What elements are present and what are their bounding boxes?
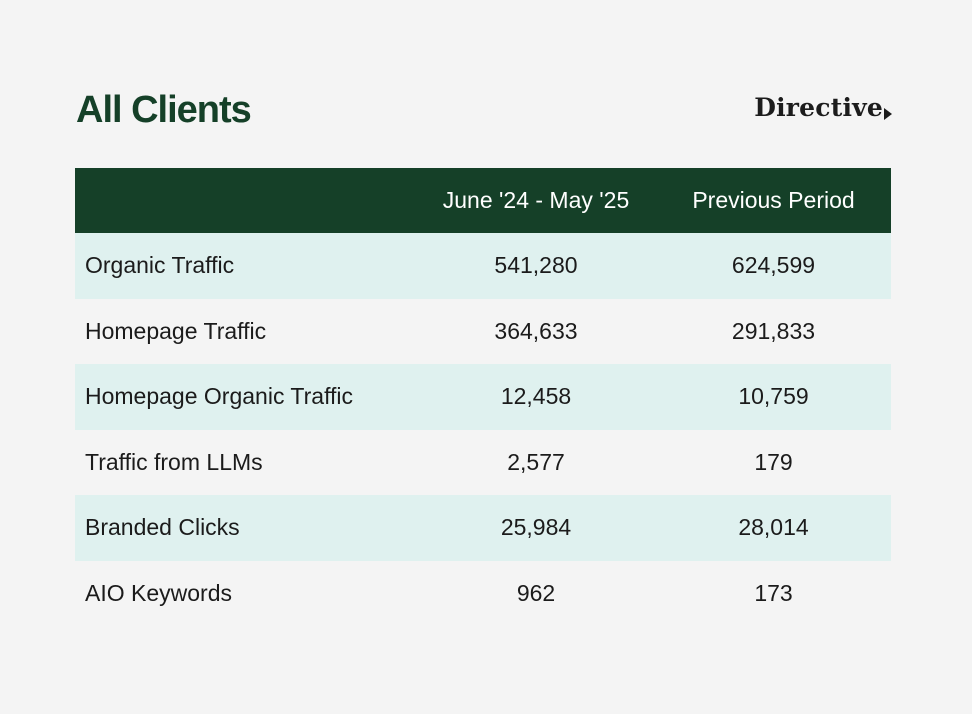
table-header: June '24 - May '25 Previous Period bbox=[75, 168, 891, 233]
page-title: All Clients bbox=[76, 89, 252, 131]
current-value: 2,577 bbox=[507, 448, 565, 475]
current-value: 962 bbox=[516, 579, 556, 606]
table-row: Organic Traffic 541,280 624,599 bbox=[75, 233, 891, 299]
current-value: 25,984 bbox=[500, 514, 572, 541]
column-header-current-period: June '24 - May '25 bbox=[442, 187, 630, 213]
table-row: Traffic from LLMs 2,577 179 bbox=[75, 430, 891, 496]
previous-value: 10,759 bbox=[738, 383, 809, 410]
metric-label: Branded Clicks bbox=[85, 514, 240, 541]
metrics-table: June '24 - May '25 Previous Period Organ… bbox=[75, 168, 891, 626]
table-row: Homepage Organic Traffic 12,458 10,759 bbox=[75, 364, 891, 430]
current-value: 364,633 bbox=[494, 317, 578, 344]
previous-value: 173 bbox=[754, 579, 793, 606]
current-value: 541,280 bbox=[494, 252, 578, 279]
brand-logo-text: Directive bbox=[754, 92, 883, 122]
previous-value: 179 bbox=[754, 448, 793, 475]
brand-logo: Directive bbox=[754, 91, 892, 123]
previous-value: 28,014 bbox=[738, 514, 809, 541]
table-row: Branded Clicks 25,984 28,014 bbox=[75, 495, 891, 561]
metric-label: Organic Traffic bbox=[85, 252, 235, 279]
table-row: Homepage Traffic 364,633 291,833 bbox=[75, 299, 891, 365]
metric-label: AIO Keywords bbox=[85, 579, 232, 606]
metric-label: Traffic from LLMs bbox=[85, 448, 263, 475]
logo-arrow-icon bbox=[884, 108, 892, 120]
previous-value: 291,833 bbox=[731, 317, 816, 344]
previous-value: 624,599 bbox=[731, 252, 816, 279]
metric-label: Homepage Traffic bbox=[85, 317, 267, 344]
current-value: 12,458 bbox=[500, 383, 572, 410]
table-row: AIO Keywords 962 173 bbox=[75, 561, 891, 627]
column-header-previous-period: Previous Period bbox=[692, 187, 855, 213]
metric-label: Homepage Organic Traffic bbox=[85, 383, 354, 410]
